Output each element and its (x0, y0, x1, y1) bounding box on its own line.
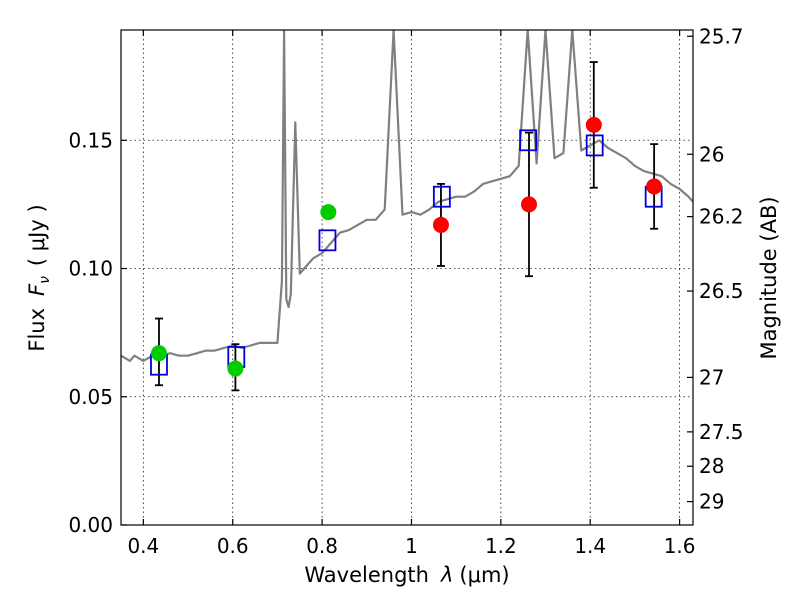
axis-ticks: 0.4 0.6 0.8 1 1.2 1.4 1.6 0.00 0.05 0.10 0.15 25.7 2… (68, 24, 743, 558)
error-bars (154, 61, 659, 392)
y-tick-label: 0.05 (68, 385, 113, 409)
x-tick-label: 1 (405, 534, 418, 558)
x-tick-label: 0.6 (217, 534, 249, 558)
y-tick-label: 0.15 (68, 128, 113, 152)
model-photometry-marker (318, 229, 337, 252)
grid (121, 30, 693, 526)
observed-nir-point (585, 116, 602, 133)
y2-tick-label: 29 (699, 490, 724, 514)
x-tick-label: 0.4 (127, 534, 159, 558)
model-spectrum-line (121, 30, 693, 362)
plot-frame (120, 29, 694, 526)
x-tick-label: 1.2 (485, 534, 517, 558)
observed-photometry-markers (150, 116, 663, 377)
y2-tick-label: 26.2 (699, 205, 744, 229)
model-photometry-marker (519, 129, 538, 152)
observed-optical-point (320, 204, 337, 221)
y2-tick-label: 27.5 (699, 420, 744, 444)
model-spectrum-layer (121, 30, 693, 362)
x-tick-label: 0.8 (306, 534, 338, 558)
y2-tick-label: 26.5 (699, 279, 744, 303)
model-photometry-markers (150, 129, 663, 376)
y2-tick-label: 28 (699, 454, 724, 478)
x-tick-label: 1.6 (664, 534, 696, 558)
y2-axis-label: Magnitude (AB) (757, 196, 781, 359)
y2-tick-label: 27 (699, 365, 724, 389)
y2-tick-label: 26 (699, 142, 724, 166)
y-tick-label: 0.00 (68, 513, 113, 537)
x-tick-label: 1.4 (574, 534, 606, 558)
model-photometry-marker (432, 185, 451, 208)
observed-nir-point (520, 196, 537, 213)
y2-tick-label: 25.7 (699, 24, 744, 48)
observed-optical-point (150, 345, 167, 362)
observed-nir-point (646, 178, 663, 195)
observed-nir-point (432, 216, 449, 233)
model-photometry-marker (585, 134, 604, 157)
y-tick-label: 0.10 (68, 257, 113, 281)
y-axis-label: FluxFν( μJy ) (25, 204, 53, 351)
x-axis-label: Wavelength λ (μm) (304, 563, 509, 587)
observed-optical-point (227, 360, 244, 377)
